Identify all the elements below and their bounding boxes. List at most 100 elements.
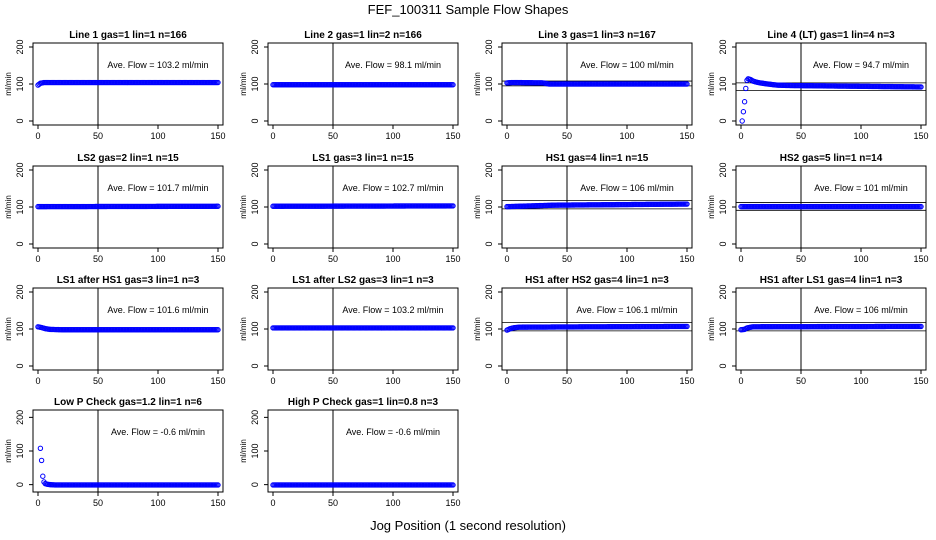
- data-point: [741, 99, 748, 105]
- x-tick-label: 50: [796, 254, 806, 264]
- y-tick-label: 100: [15, 321, 25, 336]
- y-tick-label: 0: [250, 241, 260, 246]
- y-tick-label: 0: [718, 363, 728, 368]
- y-tick-label: 100: [484, 76, 494, 91]
- x-tick-label: 100: [385, 254, 400, 264]
- y-axis-label: ml/min: [4, 72, 13, 96]
- x-tick-label: 100: [619, 376, 634, 386]
- y-tick-label: 200: [15, 284, 25, 299]
- y-tick-label: 0: [250, 118, 260, 123]
- plot-frame: [267, 409, 459, 493]
- x-tick-label: 0: [270, 131, 275, 141]
- x-tick-label: 100: [385, 131, 400, 141]
- panel-title: LS2 gas=2 lin=1 n=15: [77, 153, 179, 164]
- average-flow-annotation: Ave. Flow = -0.6 ml/min: [346, 427, 440, 437]
- x-tick-label: 0: [270, 498, 275, 508]
- y-tick-label: 0: [484, 118, 494, 123]
- y-tick-label: 100: [250, 76, 260, 91]
- panel-title: High P Check gas=1 lin=0.8 n=3: [288, 397, 439, 408]
- average-flow-annotation: Ave. Flow = 106.1 ml/min: [576, 305, 677, 315]
- data-point: [684, 323, 690, 330]
- panel-title: HS2 gas=5 lin=1 n=14: [780, 153, 883, 164]
- y-tick-label: 200: [250, 410, 260, 425]
- y-tick-label: 0: [718, 118, 728, 123]
- x-tick-label: 150: [445, 498, 460, 508]
- x-tick-label: 50: [796, 131, 806, 141]
- panel-2: Line 2 gas=1 lin=2 n=166 ml/min 0 100 200 0 50…: [239, 30, 461, 141]
- panel-title: Line 3 gas=1 lin=3 n=167: [538, 30, 656, 41]
- x-tick-label: 0: [35, 254, 40, 264]
- y-tick-label: 0: [250, 482, 260, 487]
- y-tick-label: 100: [15, 199, 25, 214]
- y-tick-label: 0: [250, 363, 260, 368]
- x-tick-label: 100: [385, 498, 400, 508]
- panel-title: Line 2 gas=1 lin=2 n=166: [304, 30, 422, 41]
- panel-title: LS1 after HS1 gas=3 lin=1 n=3: [57, 275, 200, 286]
- panel-6: LS1 gas=3 lin=1 n=15 ml/min 0 100 200 0 50 100 1…: [239, 153, 461, 264]
- x-tick-label: 50: [93, 498, 103, 508]
- y-axis-label: ml/min: [4, 195, 13, 219]
- data-point: [684, 81, 690, 87]
- panel-7: HS1 gas=4 lin=1 n=15 ml/min 0 100 200 0 50 100 1…: [473, 153, 695, 264]
- panel-title: LS1 gas=3 lin=1 n=15: [312, 153, 414, 164]
- panel-title: HS1 gas=4 lin=1 n=15: [546, 153, 649, 164]
- average-flow-annotation: Ave. Flow = 103.2 ml/min: [107, 60, 208, 70]
- y-tick-label: 100: [250, 321, 260, 336]
- y-tick-label: 200: [250, 162, 260, 177]
- x-tick-label: 100: [150, 254, 165, 264]
- x-tick-label: 50: [93, 131, 103, 141]
- average-flow-annotation: Ave. Flow = 101 ml/min: [814, 183, 908, 193]
- x-tick-label: 150: [913, 131, 928, 141]
- x-tick-label: 50: [328, 498, 338, 508]
- x-tick-label: 0: [504, 376, 509, 386]
- y-tick-label: 0: [15, 241, 25, 246]
- y-axis-label: ml/min: [473, 72, 482, 96]
- y-tick-label: 200: [250, 39, 260, 54]
- x-tick-label: 150: [210, 376, 225, 386]
- data-point: [450, 482, 456, 488]
- data-point: [450, 82, 456, 88]
- y-tick-label: 100: [718, 199, 728, 214]
- y-axis-label: ml/min: [239, 439, 248, 463]
- x-tick-label: 50: [93, 254, 103, 264]
- x-tick-label: 100: [619, 131, 634, 141]
- y-tick-label: 100: [250, 443, 260, 458]
- x-tick-label: 100: [150, 498, 165, 508]
- x-tick-label: 150: [445, 254, 460, 264]
- figure-title: FEF_100311 Sample Flow Shapes: [367, 2, 569, 17]
- y-axis-label: ml/min: [473, 195, 482, 219]
- y-tick-label: 0: [15, 118, 25, 123]
- data-point: [40, 473, 46, 479]
- panel-title: LS1 after LS2 gas=3 lin=1 n=3: [292, 275, 434, 286]
- x-tick-label: 0: [35, 131, 40, 141]
- data-point: [37, 445, 44, 452]
- x-tick-label: 50: [562, 376, 572, 386]
- y-axis-label: ml/min: [473, 317, 482, 341]
- y-tick-label: 200: [484, 39, 494, 54]
- average-flow-annotation: Ave. Flow = 106 ml/min: [814, 305, 908, 315]
- figure-x-axis-label: Jog Position (1 second resolution): [370, 518, 566, 533]
- y-tick-label: 200: [15, 410, 25, 425]
- x-tick-label: 0: [35, 376, 40, 386]
- x-tick-label: 150: [679, 376, 694, 386]
- data-point: [918, 323, 924, 330]
- y-tick-label: 0: [718, 241, 728, 246]
- x-tick-label: 50: [328, 376, 338, 386]
- y-tick-label: 200: [15, 39, 25, 54]
- average-flow-annotation: Ave. Flow = 101.6 ml/min: [107, 305, 208, 315]
- panel-4: Line 4 (LT) gas=1 lin=4 n=3 ml/min 0 100 200…: [707, 30, 929, 141]
- y-tick-label: 200: [718, 39, 728, 54]
- y-tick-label: 100: [718, 321, 728, 336]
- x-tick-label: 50: [93, 376, 103, 386]
- x-tick-label: 150: [679, 254, 694, 264]
- x-tick-label: 100: [150, 376, 165, 386]
- x-tick-label: 150: [913, 254, 928, 264]
- data-point: [215, 482, 221, 488]
- panel-1: Line 1 gas=1 lin=1 n=166 ml/min 0 100 200 0 50…: [4, 30, 226, 141]
- y-axis-label: ml/min: [239, 317, 248, 341]
- panel-8: HS2 gas=5 lin=1 n=14 ml/min 0 100 200 0 50 100 1…: [707, 153, 929, 264]
- data-point: [38, 457, 45, 464]
- average-flow-annotation: Ave. Flow = 100 ml/min: [580, 60, 674, 70]
